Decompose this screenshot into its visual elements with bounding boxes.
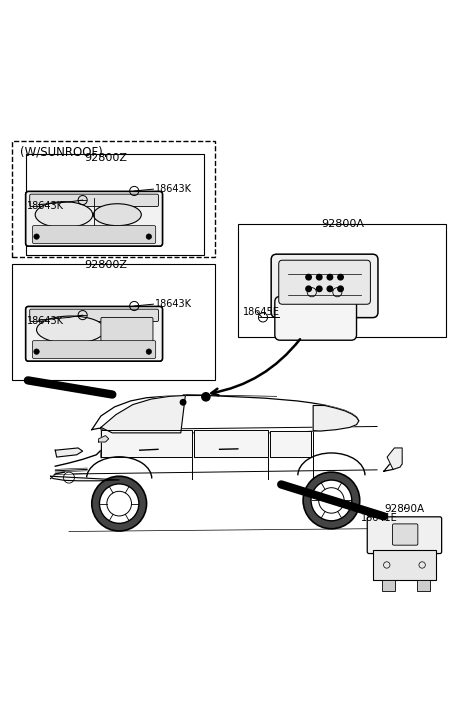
Text: 18643K: 18643K — [155, 184, 192, 194]
FancyBboxPatch shape — [279, 260, 371, 305]
Circle shape — [316, 286, 322, 292]
Bar — [12, 141, 215, 257]
Polygon shape — [55, 457, 402, 481]
Circle shape — [34, 349, 39, 354]
Bar — [25, 154, 204, 255]
FancyBboxPatch shape — [30, 194, 158, 206]
FancyBboxPatch shape — [30, 309, 158, 321]
Text: 92800A: 92800A — [322, 220, 365, 229]
Bar — [373, 550, 436, 580]
Text: 92890A: 92890A — [384, 504, 425, 514]
Polygon shape — [98, 435, 109, 442]
Polygon shape — [101, 430, 192, 457]
Circle shape — [338, 286, 343, 292]
Circle shape — [146, 349, 152, 354]
Text: 18643K: 18643K — [155, 300, 192, 309]
FancyBboxPatch shape — [101, 318, 153, 348]
Circle shape — [202, 393, 210, 401]
Text: (W/SUNROOF): (W/SUNROOF) — [20, 145, 103, 158]
Bar — [238, 224, 445, 337]
Polygon shape — [270, 431, 311, 457]
Ellipse shape — [36, 316, 105, 343]
FancyBboxPatch shape — [367, 517, 442, 553]
Ellipse shape — [35, 201, 93, 228]
Polygon shape — [384, 457, 402, 471]
Circle shape — [327, 274, 333, 280]
Polygon shape — [51, 476, 119, 481]
Polygon shape — [101, 395, 185, 433]
Text: 92800Z: 92800Z — [84, 153, 127, 163]
Circle shape — [338, 274, 343, 280]
Text: 18643K: 18643K — [26, 316, 63, 326]
Ellipse shape — [93, 204, 141, 225]
Polygon shape — [55, 450, 101, 466]
Bar — [417, 579, 430, 592]
Text: 92800Z: 92800Z — [84, 260, 127, 270]
Polygon shape — [55, 448, 83, 457]
Circle shape — [303, 472, 360, 529]
FancyBboxPatch shape — [275, 297, 357, 340]
Text: 18641E: 18641E — [361, 513, 398, 523]
Polygon shape — [195, 430, 267, 457]
Circle shape — [306, 274, 311, 280]
Text: 18645E: 18645E — [243, 307, 280, 317]
FancyBboxPatch shape — [25, 191, 163, 246]
FancyBboxPatch shape — [32, 341, 156, 358]
Circle shape — [327, 286, 333, 292]
FancyBboxPatch shape — [271, 254, 378, 318]
Circle shape — [180, 400, 186, 405]
Text: 18643K: 18643K — [26, 201, 63, 211]
Circle shape — [146, 234, 152, 239]
Circle shape — [99, 484, 139, 523]
Polygon shape — [313, 406, 359, 431]
Circle shape — [316, 274, 322, 280]
Circle shape — [92, 476, 146, 531]
Polygon shape — [92, 395, 359, 433]
Bar — [382, 579, 395, 592]
Circle shape — [306, 286, 311, 292]
Bar — [12, 264, 215, 380]
Polygon shape — [387, 448, 402, 470]
Circle shape — [311, 480, 352, 521]
FancyBboxPatch shape — [25, 307, 163, 361]
FancyBboxPatch shape — [32, 225, 156, 244]
FancyBboxPatch shape — [392, 524, 418, 545]
Circle shape — [34, 234, 39, 239]
